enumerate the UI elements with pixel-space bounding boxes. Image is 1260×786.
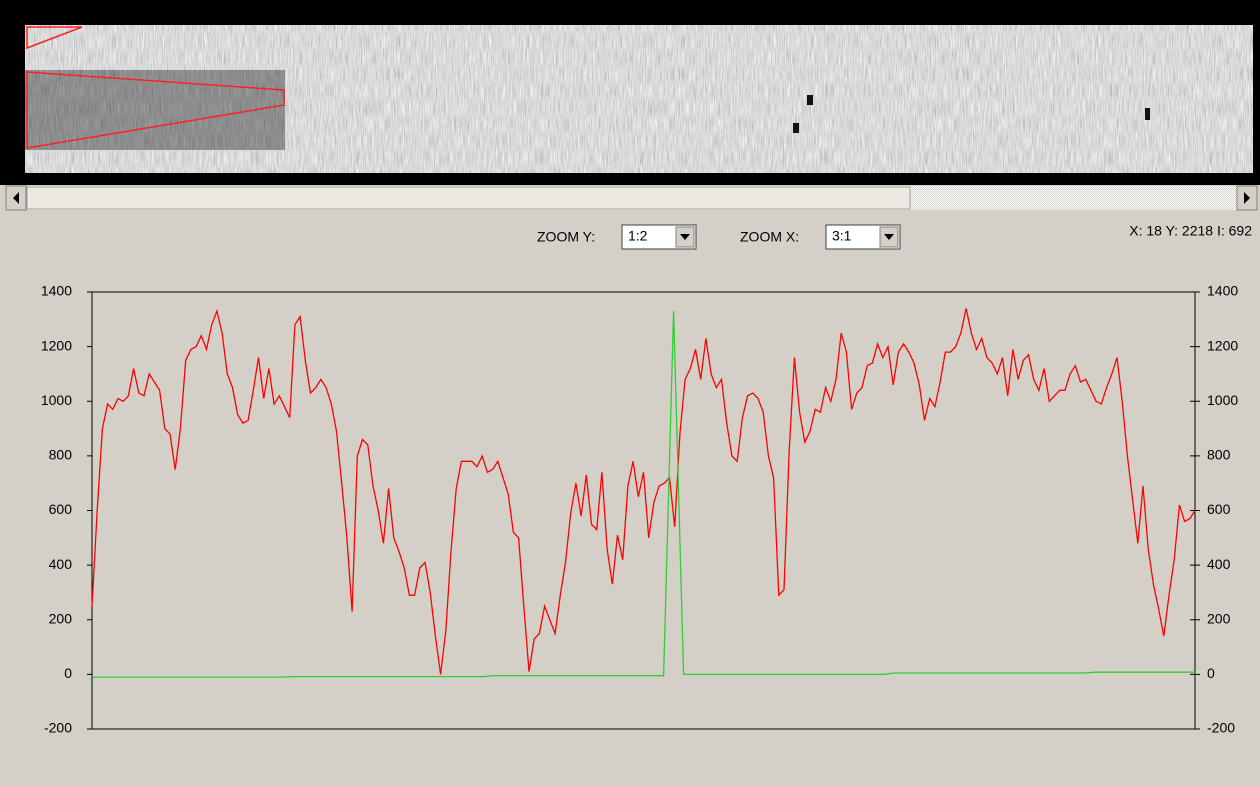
defect <box>807 95 813 105</box>
roi-outline <box>26 26 83 50</box>
zoom-y-label: ZOOM Y: <box>537 229 595 245</box>
zoom-x-label: ZOOM X: <box>740 229 799 245</box>
y2-tick-label: 0 <box>1207 665 1215 681</box>
defect <box>793 123 799 133</box>
y2-tick-label: 400 <box>1207 556 1231 572</box>
y-tick-label: 400 <box>49 556 73 572</box>
series-line <box>91 308 1196 675</box>
y-tick-label: -200 <box>44 720 72 736</box>
y-tick-label: 200 <box>49 610 73 626</box>
zoom-y-value: 1:2 <box>628 228 648 244</box>
y-tick-label: 1000 <box>41 392 72 408</box>
y2-tick-label: -200 <box>1207 720 1235 736</box>
status-readout: X: 18 Y: 2218 I: 692 <box>1129 223 1252 239</box>
defect <box>1145 108 1150 120</box>
y-tick-label: 0 <box>64 665 72 681</box>
y-tick-label: 1400 <box>41 283 72 299</box>
y-tick-label: 800 <box>49 447 73 463</box>
y2-tick-label: 1000 <box>1207 392 1238 408</box>
y2-tick-label: 1400 <box>1207 283 1238 299</box>
arrow-icon <box>1244 192 1250 204</box>
series-line <box>92 311 1195 678</box>
y-tick-label: 600 <box>49 501 73 517</box>
scan-image <box>25 25 1253 173</box>
y2-tick-label: 600 <box>1207 501 1231 517</box>
y2-tick-label: 1200 <box>1207 337 1238 353</box>
y2-tick-label: 200 <box>1207 610 1231 626</box>
arrow-icon <box>13 192 19 204</box>
zoom-x-value: 3:1 <box>832 228 852 244</box>
arrow-icon <box>884 234 894 240</box>
roi-outline <box>26 71 285 149</box>
y2-tick-label: 800 <box>1207 447 1231 463</box>
dark-region <box>25 70 285 150</box>
y-tick-label: 1200 <box>41 337 72 353</box>
scrollbar-thumb[interactable] <box>26 186 911 210</box>
arrow-icon <box>680 234 690 240</box>
chart: -200 0 200 400 600 800 1000 1200 1400 -200 0 200 400… <box>41 283 1239 736</box>
